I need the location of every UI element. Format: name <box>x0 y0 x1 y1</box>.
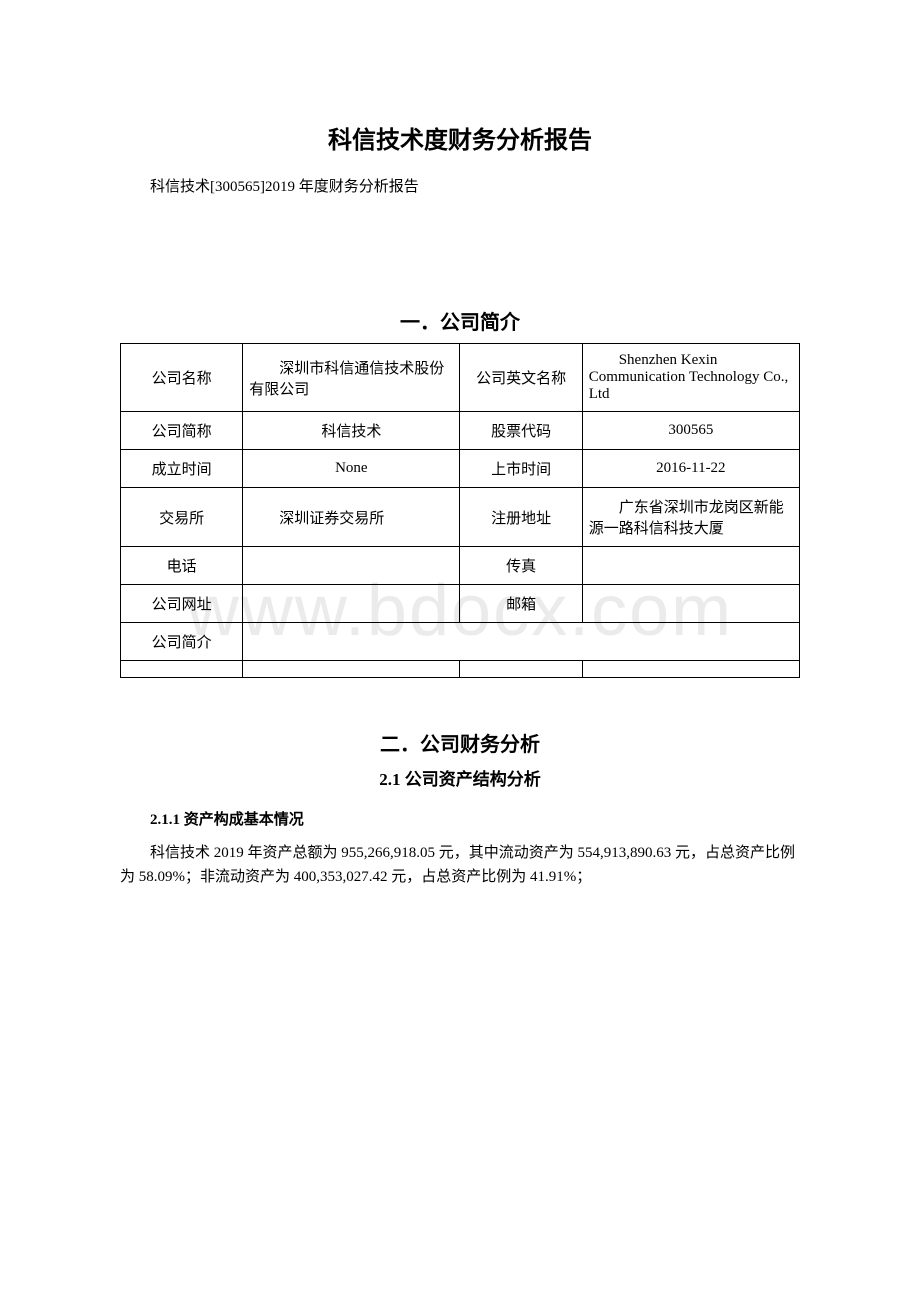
cell-value <box>582 661 799 678</box>
section-2-title: 二．公司财务分析 <box>120 728 800 757</box>
document-content: 科信技术度财务分析报告 科信技术[300565]2019 年度财务分析报告 一．… <box>120 120 800 889</box>
cell-label: 成立时间 <box>121 450 243 488</box>
table-row: 公司网址 邮箱 <box>121 585 800 623</box>
cell-label: 传真 <box>460 547 582 585</box>
cell-label: 交易所 <box>121 488 243 547</box>
cell-value: None <box>243 450 460 488</box>
cell-label: 公司名称 <box>121 344 243 412</box>
subtitle-text: 科信技术[300565]2019 年度财务分析报告 <box>120 175 800 196</box>
cell-value: 深圳证券交易所 <box>243 488 460 547</box>
cell-value: 2016-11-22 <box>582 450 799 488</box>
cell-value: 300565 <box>582 412 799 450</box>
cell-label: 电话 <box>121 547 243 585</box>
table-row: 公司名称 深圳市科信通信技术股份有限公司 公司英文名称 Shenzhen Kex… <box>121 344 800 412</box>
cell-value: Shenzhen Kexin Communication Technology … <box>582 344 799 412</box>
table-row: 公司简介 <box>121 623 800 661</box>
subsection-2-1-1-title: 2.1.1 资产构成基本情况 <box>120 808 800 829</box>
cell-label <box>121 661 243 678</box>
cell-value: 科信技术 <box>243 412 460 450</box>
page-title: 科信技术度财务分析报告 <box>120 120 800 155</box>
table-row <box>121 661 800 678</box>
cell-value: 广东省深圳市龙岗区新能源一路科信科技大厦 <box>582 488 799 547</box>
company-info-table: 公司名称 深圳市科信通信技术股份有限公司 公司英文名称 Shenzhen Kex… <box>120 343 800 678</box>
cell-label: 公司英文名称 <box>460 344 582 412</box>
table-row: 电话 传真 <box>121 547 800 585</box>
table-row: 交易所 深圳证券交易所 注册地址 广东省深圳市龙岗区新能源一路科信科技大厦 <box>121 488 800 547</box>
cell-value <box>582 547 799 585</box>
cell-label: 注册地址 <box>460 488 582 547</box>
cell-label: 上市时间 <box>460 450 582 488</box>
cell-value <box>243 547 460 585</box>
table-row: 公司简称 科信技术 股票代码 300565 <box>121 412 800 450</box>
cell-value <box>243 661 460 678</box>
cell-label: 公司简介 <box>121 623 243 661</box>
cell-label: 邮箱 <box>460 585 582 623</box>
cell-label: 公司简称 <box>121 412 243 450</box>
cell-label: 股票代码 <box>460 412 582 450</box>
body-paragraph: 科信技术 2019 年资产总额为 955,266,918.05 元，其中流动资产… <box>120 841 800 889</box>
cell-label <box>460 661 582 678</box>
cell-value <box>243 585 460 623</box>
cell-value <box>582 585 799 623</box>
subsection-2-1-title: 2.1 公司资产结构分析 <box>120 765 800 790</box>
cell-label: 公司网址 <box>121 585 243 623</box>
section-1-title: 一．公司简介 <box>120 306 800 335</box>
cell-value <box>243 623 800 661</box>
table-row: 成立时间 None 上市时间 2016-11-22 <box>121 450 800 488</box>
cell-value: 深圳市科信通信技术股份有限公司 <box>243 344 460 412</box>
